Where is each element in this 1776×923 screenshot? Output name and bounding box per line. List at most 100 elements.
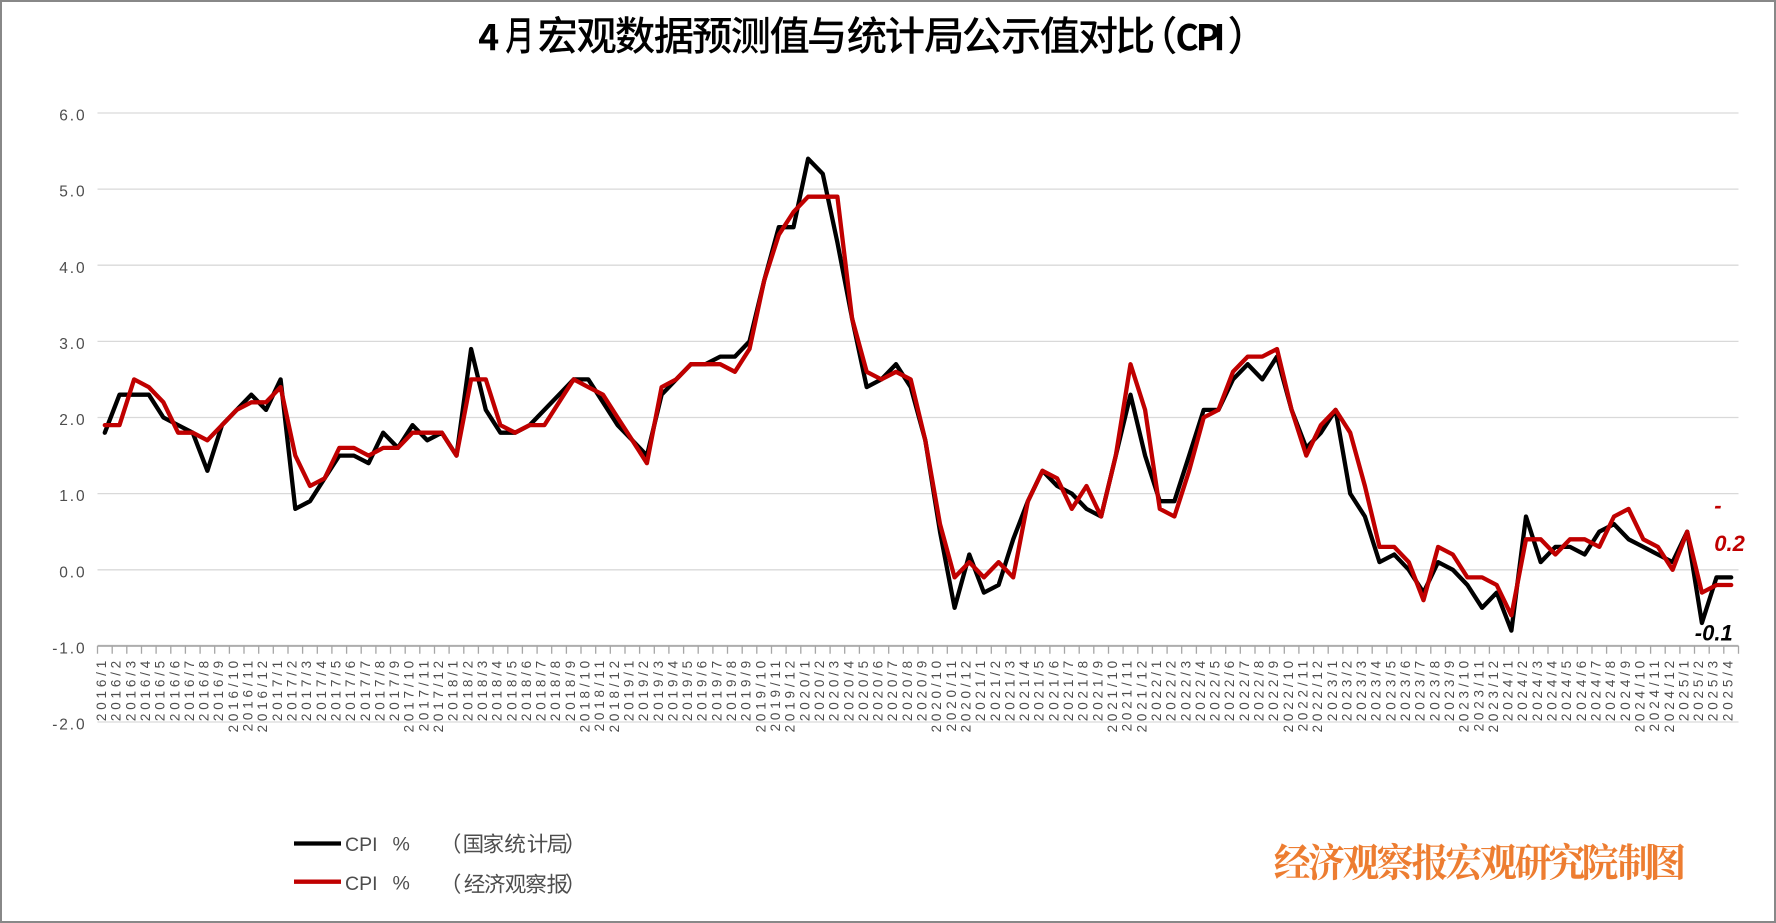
svg-text:2018/11: 2018/11 <box>592 657 607 731</box>
svg-text:2019/1: 2019/1 <box>622 657 637 721</box>
svg-text:2016/6: 2016/6 <box>167 657 182 721</box>
svg-text:2019/2: 2019/2 <box>636 657 651 721</box>
svg-text:2018/12: 2018/12 <box>607 657 622 732</box>
svg-text:2025/4: 2025/4 <box>1720 657 1735 721</box>
svg-text:2020/12: 2020/12 <box>959 657 974 732</box>
svg-text:2020/6: 2020/6 <box>871 657 886 721</box>
svg-text:0.0: 0.0 <box>59 564 86 581</box>
svg-text:2020/3: 2020/3 <box>827 657 842 721</box>
svg-text:2020/5: 2020/5 <box>856 657 871 721</box>
svg-text:-: - <box>1714 493 1721 518</box>
svg-text:2019/11: 2019/11 <box>768 657 783 731</box>
svg-text:2024/2: 2024/2 <box>1515 657 1530 721</box>
svg-text:2022/12: 2022/12 <box>1310 657 1325 732</box>
svg-text:2022/4: 2022/4 <box>1193 657 1208 721</box>
svg-text:2023/9: 2023/9 <box>1442 657 1457 721</box>
svg-text:2024/10: 2024/10 <box>1633 657 1648 732</box>
svg-text:2019/6: 2019/6 <box>695 657 710 721</box>
svg-text:2016/11: 2016/11 <box>241 657 256 731</box>
svg-text:2018/5: 2018/5 <box>504 657 519 721</box>
svg-text:2022/10: 2022/10 <box>1281 657 1296 732</box>
svg-text:2021/4: 2021/4 <box>1017 657 1032 721</box>
svg-text:2016/3: 2016/3 <box>123 657 138 721</box>
svg-text:2019/3: 2019/3 <box>651 657 666 721</box>
svg-text:%: % <box>393 834 410 856</box>
svg-text:2020/8: 2020/8 <box>900 657 915 721</box>
svg-text:2017/4: 2017/4 <box>314 657 329 721</box>
svg-text:2021/6: 2021/6 <box>1046 657 1061 721</box>
svg-text:2020/1: 2020/1 <box>797 657 812 721</box>
svg-text:CPI: CPI <box>345 873 378 895</box>
svg-text:2017/10: 2017/10 <box>402 657 417 732</box>
svg-text:2017/12: 2017/12 <box>431 657 446 732</box>
svg-text:2023/5: 2023/5 <box>1383 657 1398 721</box>
svg-text:2023/7: 2023/7 <box>1413 657 1428 721</box>
svg-text:2025/3: 2025/3 <box>1706 657 1721 721</box>
svg-text:2023/10: 2023/10 <box>1457 657 1472 732</box>
svg-text:2016/2: 2016/2 <box>109 657 124 721</box>
svg-text:-0.1: -0.1 <box>1695 621 1733 646</box>
svg-text:2022/1: 2022/1 <box>1149 657 1164 721</box>
svg-text:2019/5: 2019/5 <box>680 657 695 721</box>
svg-text:2017/1: 2017/1 <box>270 657 285 721</box>
svg-text:2024/4: 2024/4 <box>1545 657 1560 721</box>
svg-text:2016/12: 2016/12 <box>255 657 270 732</box>
svg-text:2021/7: 2021/7 <box>1061 657 1076 721</box>
svg-text:2019/9: 2019/9 <box>739 657 754 721</box>
svg-text:2016/10: 2016/10 <box>226 657 241 732</box>
svg-text:2018/9: 2018/9 <box>563 657 578 721</box>
svg-text:2021/12: 2021/12 <box>1134 657 1149 732</box>
svg-text:2021/9: 2021/9 <box>1090 657 1105 721</box>
svg-text:2018/7: 2018/7 <box>534 657 549 721</box>
svg-text:2.0: 2.0 <box>59 412 86 429</box>
svg-text:2021/8: 2021/8 <box>1076 657 1091 721</box>
svg-text:0.2: 0.2 <box>1714 531 1745 556</box>
svg-text:2016/8: 2016/8 <box>197 657 212 721</box>
svg-text:3.0: 3.0 <box>59 336 86 353</box>
svg-text:2021/3: 2021/3 <box>1002 657 1017 721</box>
svg-text:2019/7: 2019/7 <box>709 657 724 721</box>
svg-text:2023/8: 2023/8 <box>1427 657 1442 721</box>
svg-text:2022/2: 2022/2 <box>1164 657 1179 721</box>
svg-text:2021/1: 2021/1 <box>973 657 988 721</box>
svg-text:2024/1: 2024/1 <box>1501 657 1516 721</box>
svg-text:2022/3: 2022/3 <box>1178 657 1193 721</box>
svg-text:2018/10: 2018/10 <box>578 657 593 732</box>
svg-text:2023/4: 2023/4 <box>1369 657 1384 721</box>
svg-text:2022/5: 2022/5 <box>1208 657 1223 721</box>
svg-text:2024/6: 2024/6 <box>1574 657 1589 721</box>
svg-text:2021/5: 2021/5 <box>1032 657 1047 721</box>
svg-text:5.0: 5.0 <box>59 184 86 201</box>
svg-text:2024/3: 2024/3 <box>1530 657 1545 721</box>
svg-text:2020/9: 2020/9 <box>915 657 930 721</box>
svg-text:2023/12: 2023/12 <box>1486 657 1501 732</box>
svg-text:2017/3: 2017/3 <box>299 657 314 721</box>
svg-text:2025/2: 2025/2 <box>1691 657 1706 721</box>
svg-text:2020/7: 2020/7 <box>885 657 900 721</box>
svg-text:2021/2: 2021/2 <box>988 657 1003 721</box>
svg-text:2016/4: 2016/4 <box>138 657 153 721</box>
svg-text:2018/1: 2018/1 <box>446 657 461 721</box>
svg-text:-1.0: -1.0 <box>52 641 86 658</box>
svg-text:2022/7: 2022/7 <box>1237 657 1252 721</box>
svg-text:2022/9: 2022/9 <box>1266 657 1281 721</box>
svg-text:2023/11: 2023/11 <box>1471 657 1486 731</box>
svg-text:2018/4: 2018/4 <box>490 657 505 721</box>
svg-text:4.0: 4.0 <box>59 260 86 277</box>
svg-text:2022/6: 2022/6 <box>1222 657 1237 721</box>
svg-text:2022/11: 2022/11 <box>1296 657 1311 731</box>
svg-text:2021/11: 2021/11 <box>1120 657 1135 731</box>
svg-text:2016/5: 2016/5 <box>153 657 168 721</box>
svg-text:2017/6: 2017/6 <box>343 657 358 721</box>
svg-text:2021/10: 2021/10 <box>1105 657 1120 732</box>
svg-text:2019/10: 2019/10 <box>753 657 768 732</box>
svg-text:2025/1: 2025/1 <box>1676 657 1691 721</box>
svg-text:2019/4: 2019/4 <box>665 657 680 721</box>
svg-text:2017/7: 2017/7 <box>358 657 373 721</box>
svg-text:2019/12: 2019/12 <box>783 657 798 732</box>
svg-text:2020/2: 2020/2 <box>812 657 827 721</box>
svg-text:1.0: 1.0 <box>59 488 86 505</box>
svg-text:2024/11: 2024/11 <box>1647 657 1662 731</box>
svg-text:2024/7: 2024/7 <box>1589 657 1604 721</box>
svg-text:CPI: CPI <box>345 834 378 856</box>
